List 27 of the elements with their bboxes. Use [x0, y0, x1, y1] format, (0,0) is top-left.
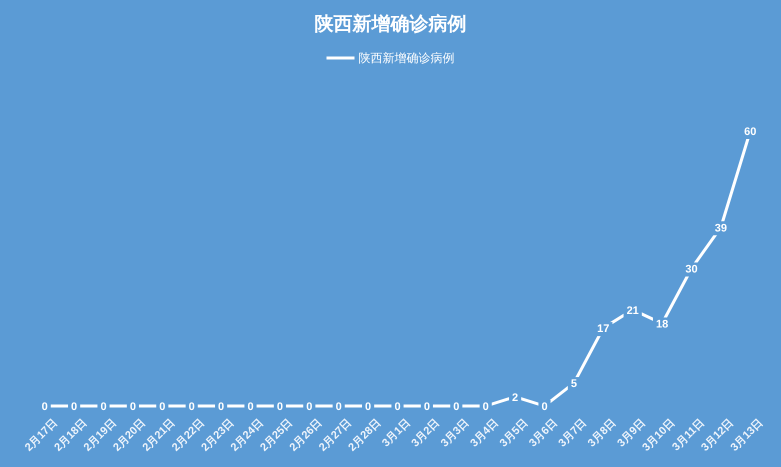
legend-label: 陕西新增确诊病例 — [358, 51, 454, 65]
data-label: 2 — [512, 392, 518, 404]
data-label: 0 — [247, 401, 254, 413]
data-label: 0 — [100, 401, 107, 413]
data-label: 0 — [394, 401, 401, 413]
data-label: 17 — [597, 323, 610, 336]
data-label: 39 — [714, 222, 728, 234]
data-label: 0 — [453, 401, 460, 413]
data-label: 0 — [336, 401, 342, 413]
data-label: 0 — [482, 401, 489, 413]
data-label: 0 — [130, 401, 136, 413]
chart-title: 陕西新增确诊病例 — [314, 14, 466, 35]
data-label: 0 — [365, 401, 372, 413]
data-label: 0 — [42, 401, 48, 413]
data-label: 0 — [159, 401, 166, 413]
data-label: 0 — [218, 401, 224, 413]
data-label: 0 — [276, 401, 283, 413]
data-label: 0 — [188, 401, 195, 413]
data-label: 0 — [71, 401, 78, 413]
data-label: 0 — [306, 401, 312, 413]
data-label: 30 — [685, 264, 698, 276]
data-label: 18 — [656, 318, 668, 330]
data-label: 60 — [744, 126, 756, 138]
data-label: 5 — [570, 378, 577, 390]
data-label: 0 — [424, 401, 430, 413]
data-label: 0 — [541, 401, 548, 413]
data-label: 21 — [626, 304, 639, 317]
